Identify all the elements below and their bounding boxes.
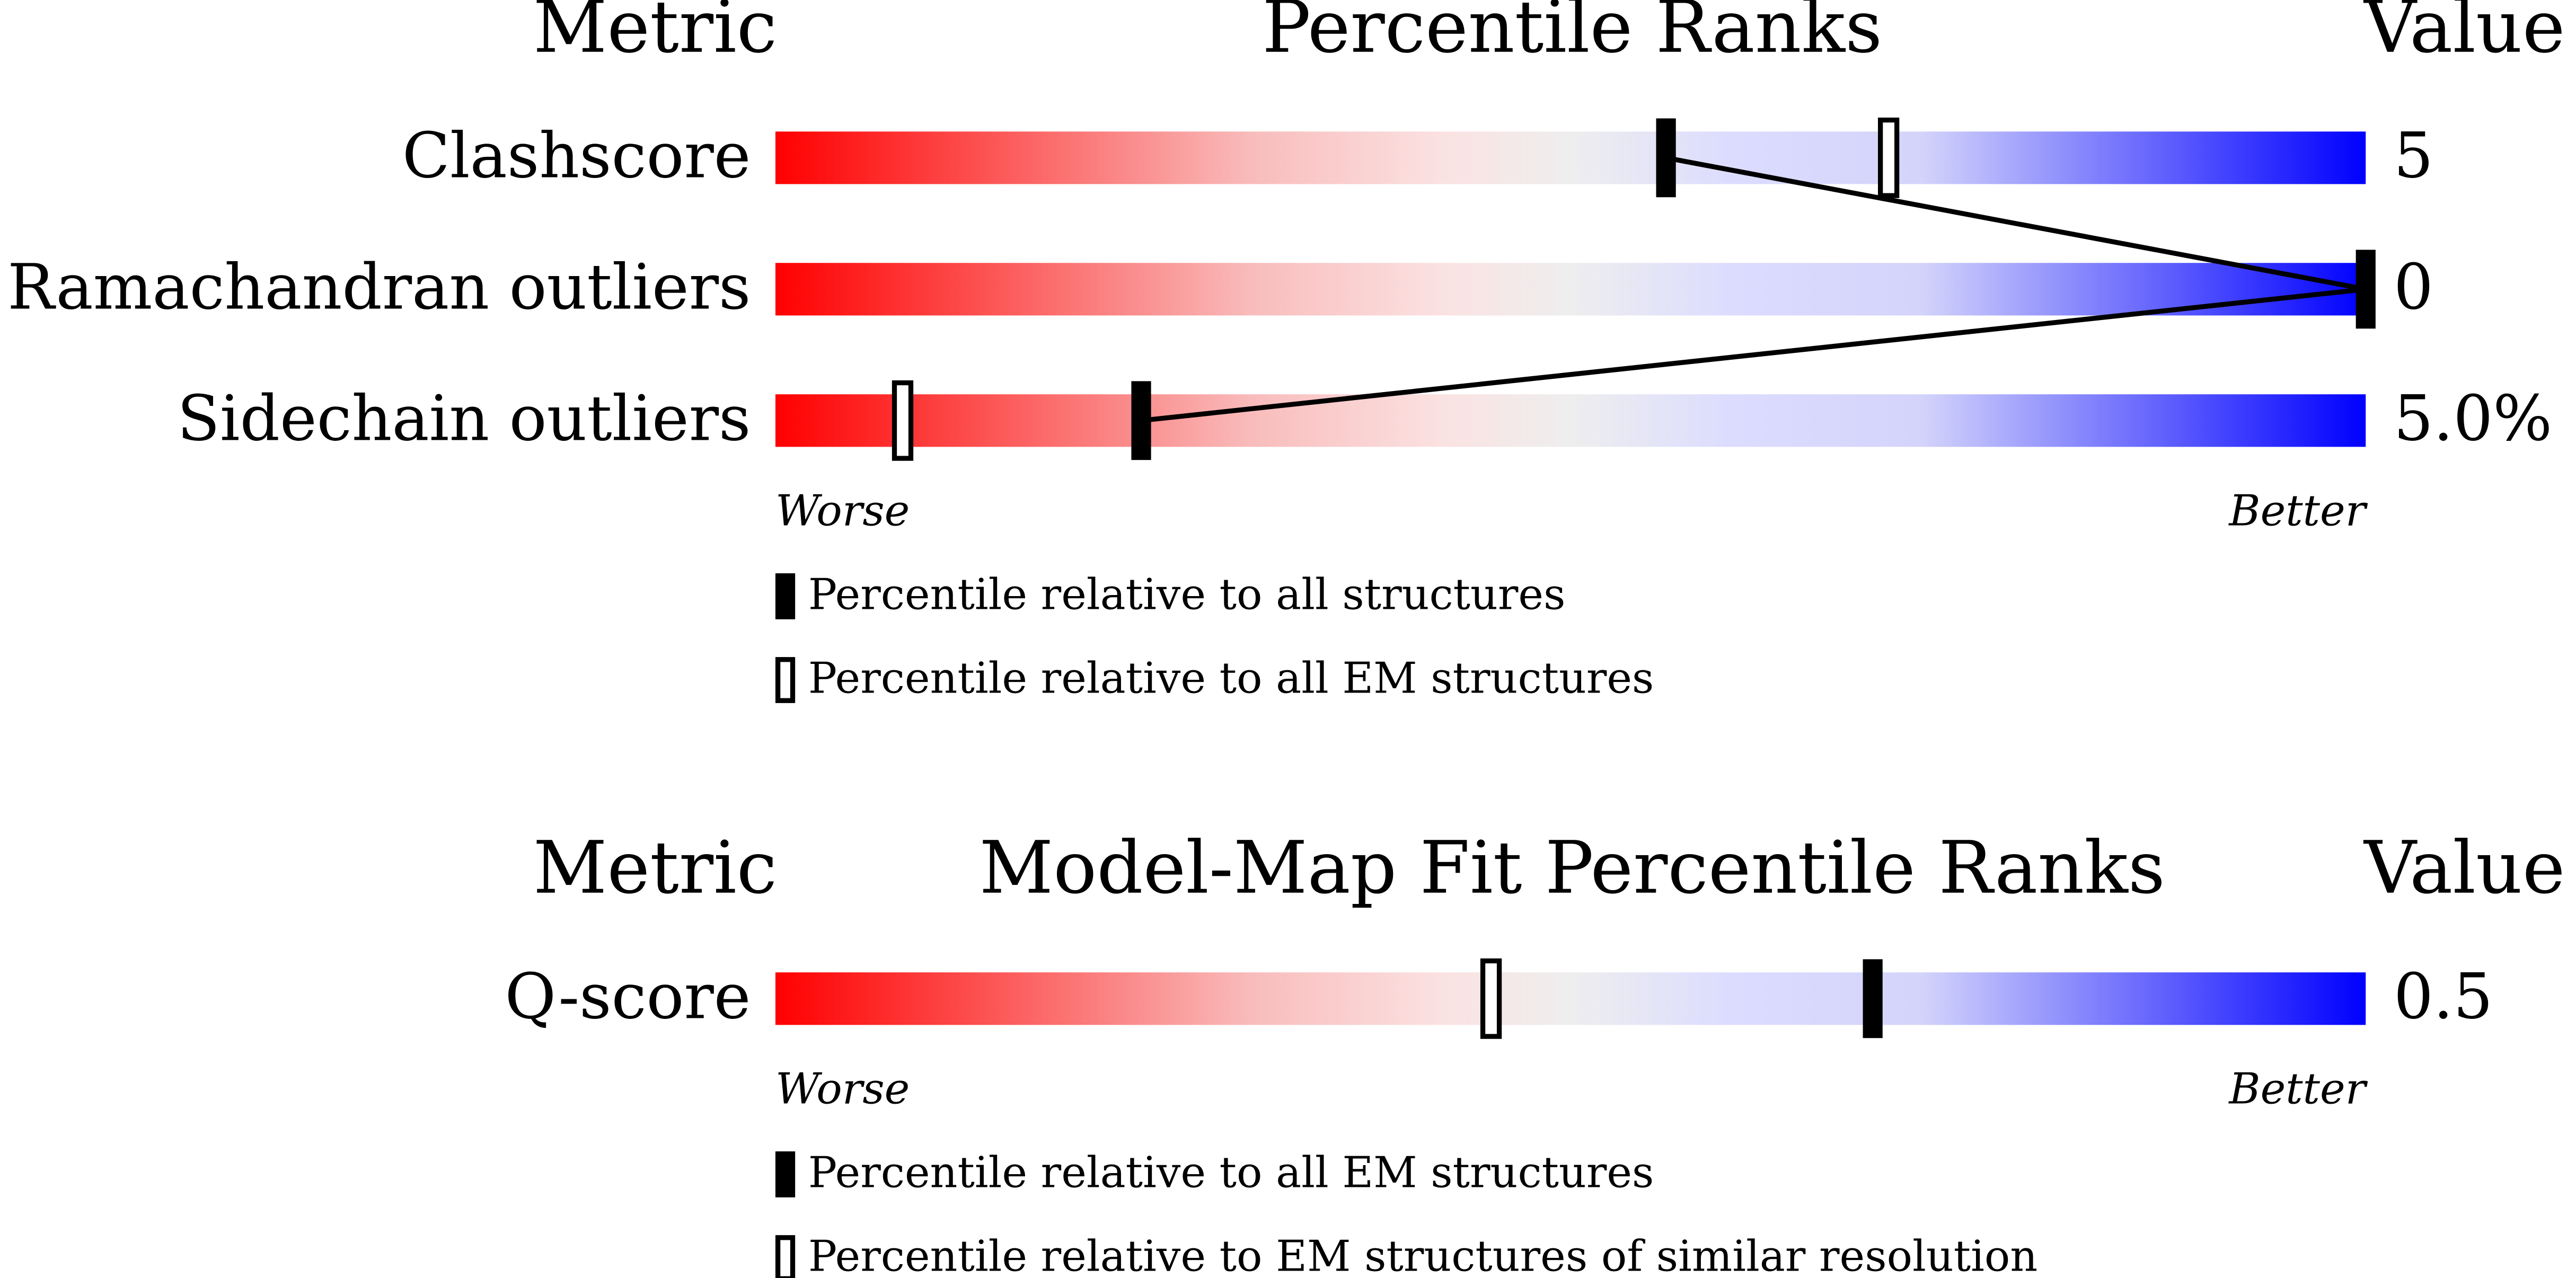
- metric-value: 5: [2394, 120, 2433, 192]
- better-label: Better: [2228, 1064, 2368, 1114]
- better-label: Better: [2228, 486, 2368, 536]
- legend-label: Percentile relative to all structures: [808, 570, 1566, 620]
- legend-icon: [775, 657, 796, 703]
- percentile-marker: [1131, 381, 1151, 460]
- legend-label: Percentile relative to all EM structures: [808, 1148, 1654, 1198]
- metric-label: Sidechain outliers: [177, 383, 751, 455]
- metric-value: 0.5: [2394, 961, 2493, 1033]
- legend-icon: [775, 1151, 796, 1197]
- gradient-bar: [775, 394, 2366, 447]
- metric-header: Metric: [533, 826, 777, 910]
- panel-title: Model-Map Fit Percentile Ranks: [980, 826, 2165, 910]
- metric-header: Metric: [533, 0, 777, 69]
- percentile-marker: [1863, 959, 1883, 1039]
- percentile-marker-open: [1878, 117, 1900, 198]
- gradient-bar: [775, 131, 2366, 184]
- value-header: Value: [2363, 0, 2565, 69]
- metric-label: Clashscore: [402, 120, 751, 192]
- legend-label: Percentile relative to all EM structures: [808, 654, 1654, 704]
- legend-icon: [775, 1235, 796, 1278]
- percentile-marker-open: [892, 380, 914, 461]
- percentile-marker: [2356, 250, 2376, 329]
- percentile-marker: [1656, 118, 1676, 198]
- worse-label: Worse: [775, 486, 910, 536]
- value-header: Value: [2363, 826, 2565, 910]
- metric-label: Ramachandran outliers: [7, 251, 751, 324]
- legend-label: Percentile relative to EM structures of …: [808, 1232, 2037, 1278]
- metric-label: Q-score: [505, 961, 751, 1033]
- gradient-bar: [775, 263, 2366, 316]
- metric-value: 5.0%: [2394, 383, 2552, 455]
- legend-icon: [775, 573, 796, 619]
- metric-value: 0: [2394, 251, 2433, 324]
- percentile-marker-open: [1480, 958, 1502, 1039]
- gradient-bar: [775, 972, 2366, 1025]
- panel-title: Percentile Ranks: [1262, 0, 1882, 69]
- worse-label: Worse: [775, 1064, 910, 1114]
